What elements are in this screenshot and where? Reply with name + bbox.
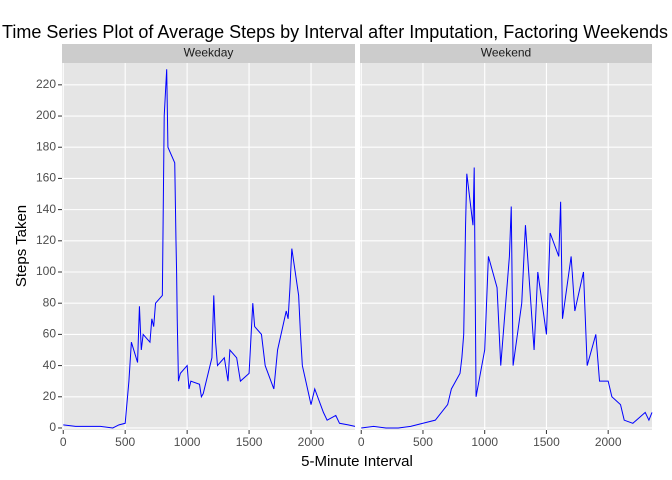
y-tick-label: 120 bbox=[36, 233, 56, 247]
y-axis-label: Steps Taken bbox=[13, 205, 30, 287]
x-tick-label: 1500 bbox=[533, 435, 560, 449]
x-tick-label: 500 bbox=[115, 435, 135, 449]
y-tick-label: 80 bbox=[43, 295, 57, 309]
chart-title: Time Series Plot of Average Steps by Int… bbox=[2, 22, 668, 42]
strip-label: Weekday bbox=[184, 46, 234, 60]
data-line bbox=[361, 167, 653, 429]
x-axis-label: 5-Minute Interval bbox=[301, 453, 413, 470]
y-tick-label: 60 bbox=[43, 327, 57, 341]
x-tick-label: 1000 bbox=[174, 435, 201, 449]
x-tick-label: 2000 bbox=[298, 435, 325, 449]
y-tick-label: 20 bbox=[43, 389, 57, 403]
y-tick-label: 220 bbox=[36, 77, 56, 91]
x-tick-label: 500 bbox=[413, 435, 433, 449]
strip-label: Weekend bbox=[481, 46, 531, 60]
x-tick-label: 1000 bbox=[471, 435, 498, 449]
y-tick-label: 200 bbox=[36, 108, 56, 122]
y-tick-label: 40 bbox=[43, 358, 57, 372]
y-tick-label: 140 bbox=[36, 202, 56, 216]
panel bbox=[360, 63, 652, 430]
y-tick-label: 100 bbox=[36, 264, 56, 278]
x-tick-label: 1500 bbox=[236, 435, 263, 449]
strip bbox=[360, 44, 652, 63]
y-tick-label: 180 bbox=[36, 139, 56, 153]
x-tick-label: 0 bbox=[60, 435, 67, 449]
x-tick-label: 2000 bbox=[595, 435, 622, 449]
y-tick-label: 160 bbox=[36, 171, 56, 185]
strip bbox=[62, 44, 355, 63]
data-line bbox=[63, 69, 356, 429]
panel bbox=[62, 63, 355, 430]
y-tick-label: 0 bbox=[49, 420, 56, 434]
x-tick-label: 0 bbox=[358, 435, 365, 449]
